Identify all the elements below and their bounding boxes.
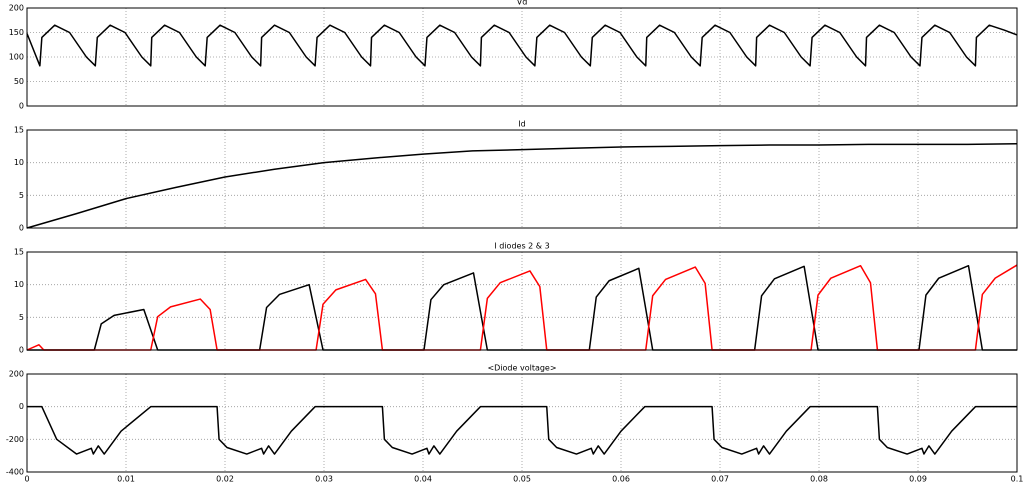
x-tick-label: 0.07 bbox=[711, 475, 729, 484]
panel-title: I diodes 2 & 3 bbox=[494, 242, 549, 251]
x-tick-label: 0 bbox=[24, 475, 29, 484]
y-tick-label: 100 bbox=[9, 53, 24, 62]
y-tick-label: 10 bbox=[14, 158, 24, 167]
x-tick-label: 0.08 bbox=[810, 475, 828, 484]
y-tick-label: -400 bbox=[6, 468, 24, 477]
y-tick-label: 0 bbox=[19, 102, 24, 111]
y-tick-label: 15 bbox=[14, 248, 24, 257]
x-tick-label: 0.01 bbox=[117, 475, 135, 484]
y-tick-label: 15 bbox=[14, 126, 24, 135]
panel-title: <Diode voltage> bbox=[487, 364, 556, 373]
y-tick-label: 0 bbox=[19, 224, 24, 233]
x-tick-label: 0.06 bbox=[612, 475, 630, 484]
x-tick-label: 0.09 bbox=[909, 475, 927, 484]
y-tick-label: 5 bbox=[19, 313, 24, 322]
y-tick-label: 200 bbox=[9, 370, 24, 379]
plot-frame bbox=[26, 251, 1018, 351]
panel-title: Id bbox=[518, 120, 525, 129]
plot-frame bbox=[26, 7, 1018, 107]
line-series bbox=[27, 405, 1017, 455]
plot-frame bbox=[26, 129, 1018, 229]
y-tick-label: 150 bbox=[9, 28, 24, 37]
panel-title: Vd bbox=[517, 0, 528, 7]
x-tick-label: 0.03 bbox=[315, 475, 333, 484]
y-tick-label: 0 bbox=[19, 346, 24, 355]
line-series bbox=[26, 24, 1018, 67]
x-tick-label: 0.04 bbox=[414, 475, 432, 484]
y-tick-label: 0 bbox=[19, 402, 24, 411]
line-series bbox=[26, 142, 1018, 229]
y-tick-label: 50 bbox=[14, 77, 24, 86]
y-tick-label: -200 bbox=[6, 435, 24, 444]
x-tick-label: 0.02 bbox=[216, 475, 234, 484]
y-tick-label: 200 bbox=[9, 4, 24, 13]
line-series bbox=[26, 264, 1018, 351]
x-tick-label: 0.1 bbox=[1011, 475, 1024, 484]
x-tick-label: 0.05 bbox=[513, 475, 531, 484]
y-tick-label: 10 bbox=[14, 280, 24, 289]
plot-frame bbox=[26, 373, 1018, 473]
y-tick-label: 5 bbox=[19, 191, 24, 200]
